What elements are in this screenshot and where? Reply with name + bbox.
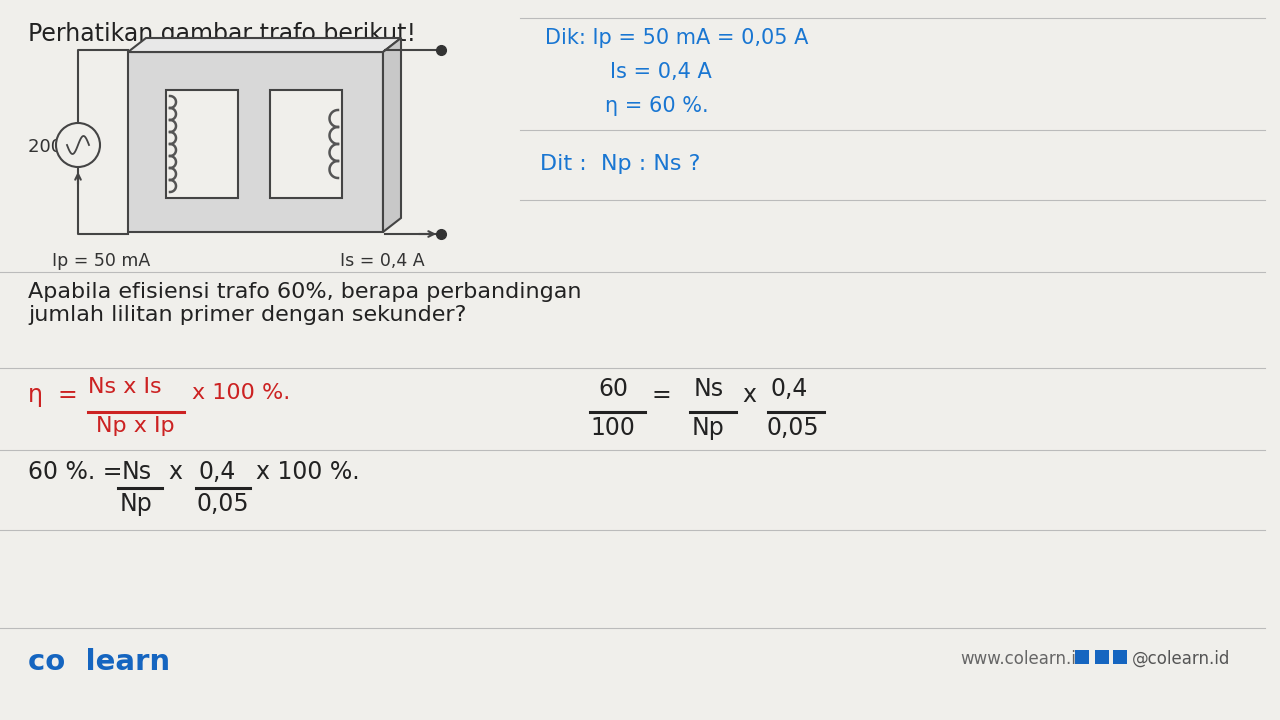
Text: Np: Np (120, 492, 152, 516)
Text: Dik: Ip = 50 mA = 0,05 A: Dik: Ip = 50 mA = 0,05 A (545, 28, 809, 48)
Polygon shape (383, 38, 401, 232)
Text: 100: 100 (590, 416, 635, 440)
Text: www.colearn.id: www.colearn.id (960, 650, 1087, 668)
Text: co  learn: co learn (28, 648, 170, 676)
Text: 0,05: 0,05 (765, 416, 819, 440)
Text: 0,4: 0,4 (771, 377, 808, 401)
Text: η = 60 %.: η = 60 %. (605, 96, 709, 116)
Polygon shape (128, 38, 401, 52)
Text: Ns: Ns (122, 460, 152, 484)
Text: x: x (168, 460, 182, 484)
Text: 60 %. =: 60 %. = (28, 460, 123, 484)
Text: x: x (742, 383, 756, 407)
Text: Apabila efisiensi trafo 60%, berapa perbandingan
jumlah lilitan primer dengan se: Apabila efisiensi trafo 60%, berapa perb… (28, 282, 581, 325)
Text: =: = (652, 383, 672, 407)
Text: Perhatikan gambar trafo berikut!: Perhatikan gambar trafo berikut! (28, 22, 416, 46)
Text: 60: 60 (598, 377, 628, 401)
Circle shape (56, 123, 100, 167)
Bar (1075, 650, 1089, 664)
Polygon shape (128, 52, 383, 232)
Polygon shape (270, 90, 342, 198)
Polygon shape (166, 90, 238, 198)
Text: 0,05: 0,05 (196, 492, 248, 516)
Text: x 100 %.: x 100 %. (192, 383, 291, 403)
Text: @colearn.id: @colearn.id (1132, 650, 1230, 668)
Text: Is = 0,4 A: Is = 0,4 A (340, 252, 425, 270)
Text: Dit :  Np : Ns ?: Dit : Np : Ns ? (540, 154, 700, 174)
Text: η  =: η = (28, 383, 78, 407)
Bar (1094, 650, 1108, 664)
Text: Ns x Is: Ns x Is (88, 377, 161, 397)
Text: x 100 %.: x 100 %. (256, 460, 360, 484)
Bar (1114, 650, 1126, 664)
Text: Is = 0,4 A: Is = 0,4 A (611, 62, 712, 82)
Text: Np: Np (692, 416, 724, 440)
Text: Ip = 50 mA: Ip = 50 mA (52, 252, 150, 270)
Text: 0,4: 0,4 (198, 460, 236, 484)
Text: Np x Ip: Np x Ip (96, 416, 174, 436)
Text: 200 V: 200 V (28, 138, 81, 156)
Text: Ns: Ns (694, 377, 724, 401)
